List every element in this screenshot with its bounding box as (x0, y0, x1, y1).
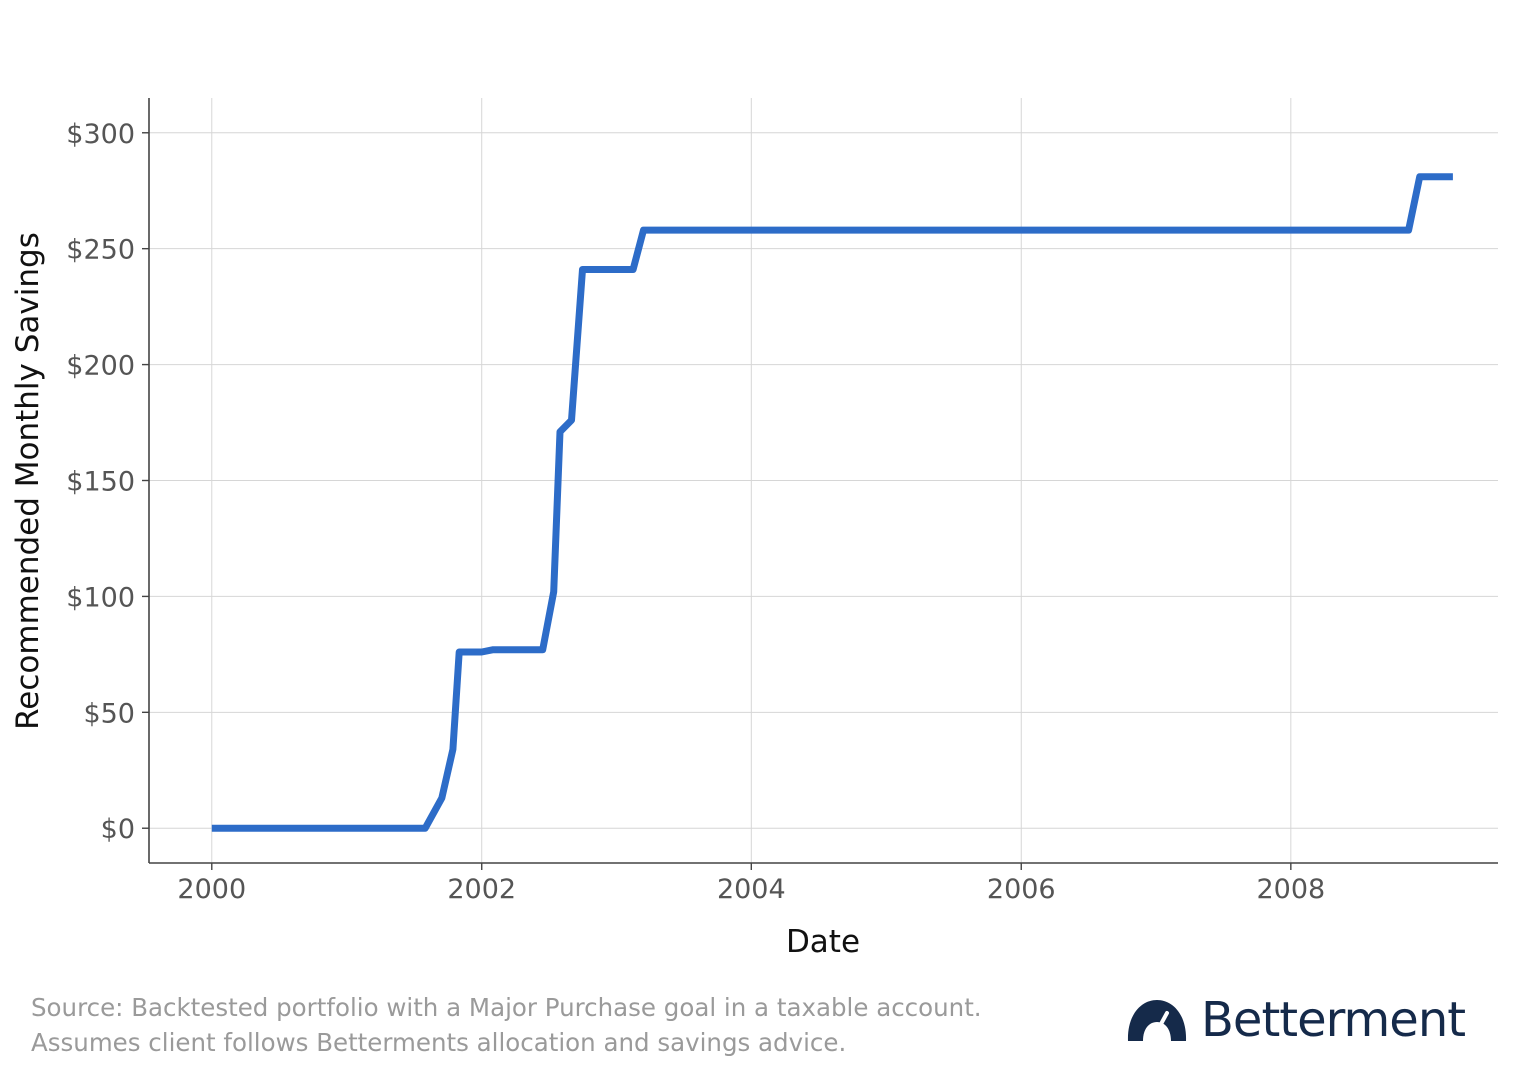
y-tick-label: $300 (66, 119, 135, 150)
x-axis-ticks: 2000 2002 2004 2006 2008 (177, 863, 1325, 905)
y-tick-label: $100 (66, 582, 135, 613)
source-note: Source: Backtested portfolio with a Majo… (31, 990, 982, 1060)
source-note-line-2: Assumes client follows Betterments alloc… (31, 1028, 847, 1057)
y-tick-label: $50 (83, 698, 135, 729)
y-tick-label: $200 (66, 351, 135, 382)
chart: $0$50$100$150$200$250$300 2000 2002 2004 20… (10, 98, 1498, 960)
brand-logo: Betterment (1125, 990, 1466, 1050)
y-axis-title: Recommended Monthly Savings (10, 232, 46, 730)
x-tick-label: 2002 (447, 874, 516, 905)
y-axis-ticks: $0 $50 $100 $150 $200 $250 $300 (66, 119, 149, 845)
series-group (211, 173, 1453, 832)
x-tick-label: 2006 (987, 874, 1056, 905)
y-tick-label: $0 (101, 814, 135, 845)
gridlines (149, 98, 1498, 863)
x-tick-label: 2000 (177, 874, 246, 905)
series-line (211, 173, 1453, 832)
speedometer-icon (1127, 1000, 1187, 1041)
x-tick-label: 2004 (717, 874, 786, 905)
y-tick-label: $250 (66, 235, 135, 266)
y-tick-label: $150 (66, 467, 135, 498)
x-axis-title: Date (786, 924, 860, 960)
source-note-line-1: Source: Backtested portfolio with a Majo… (31, 993, 982, 1022)
brand-name: Betterment (1201, 992, 1466, 1048)
x-tick-label: 2008 (1256, 874, 1325, 905)
